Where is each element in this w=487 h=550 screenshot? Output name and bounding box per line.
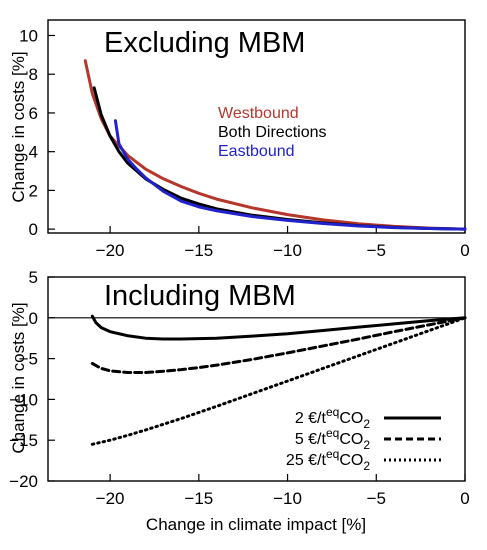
y-tick-label: −15 (9, 431, 38, 450)
top-panel-title: Excluding MBM (104, 27, 305, 59)
legend-entry: Both Directions (218, 124, 327, 141)
y-tick-label: 6 (29, 104, 38, 123)
legend-entry: 25 €/teqCO2 (286, 447, 370, 473)
bottom-panel-title: Including MBM (104, 280, 296, 312)
x-tick-label: −10 (273, 489, 302, 508)
x-tick-label: 0 (460, 489, 469, 508)
bottom-y-axis-label: Change in costs [%] (9, 302, 28, 453)
legend-entry: Eastbound (218, 143, 295, 160)
y-tick-label: 8 (29, 65, 38, 84)
y-tick-label: −5 (19, 350, 38, 369)
y-tick-label: 0 (29, 220, 38, 239)
plot-frame (47, 276, 466, 482)
series-line (90, 316, 467, 374)
y-tick-label: 10 (19, 26, 38, 45)
series-line (90, 316, 467, 446)
x-tick-label: −10 (273, 241, 302, 260)
legend-entry: Westbound (218, 105, 299, 122)
plot-frame (47, 19, 466, 234)
y-tick-label: 4 (29, 143, 38, 162)
y-tick-label: −20 (9, 472, 38, 491)
series-line (90, 314, 467, 341)
top-y-axis-label: Change in costs [%] (9, 51, 28, 202)
x-tick-label: −5 (367, 489, 386, 508)
legend-entry: 5 €/teqCO2 (295, 426, 371, 452)
x-tick-label: −20 (96, 489, 125, 508)
x-tick-label: −20 (96, 241, 125, 260)
y-tick-label: 2 (29, 181, 38, 200)
top-panel-excluding-mbm: Excluding MBM Change in costs [%] Westbo… (9, 19, 470, 260)
x-tick-label: −5 (367, 241, 386, 260)
legend-entry: 2 €/teqCO2 (295, 405, 371, 431)
y-tick-label: 5 (29, 268, 38, 287)
x-tick-label: 0 (460, 241, 469, 260)
top-legend: Westbound Both Directions Eastbound (218, 105, 327, 160)
y-tick-label: −10 (9, 390, 38, 409)
y-tick-label: 0 (29, 309, 38, 328)
x-axis-label: Change in climate impact [%] (146, 515, 366, 534)
series-line (113, 119, 467, 231)
x-tick-label: −15 (184, 241, 213, 260)
bottom-panel-including-mbm: Including MBM Change in costs [%] Change… (9, 268, 470, 534)
x-tick-label: −15 (184, 489, 213, 508)
